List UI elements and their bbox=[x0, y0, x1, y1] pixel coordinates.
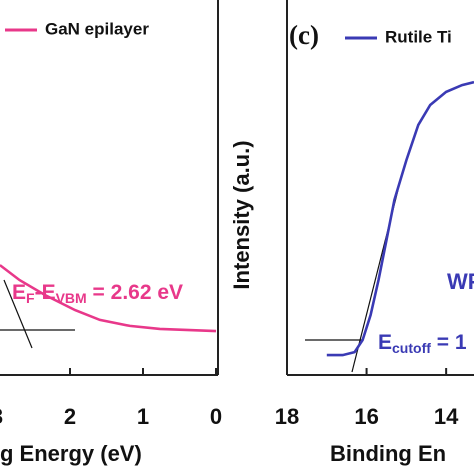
x-tick-label: 18 bbox=[275, 404, 299, 429]
x-tick-label: 3 bbox=[0, 404, 3, 429]
annotation-text: = 1 bbox=[431, 331, 467, 354]
annotation-subscript: cutoff bbox=[392, 340, 431, 356]
data-line bbox=[0, 264, 217, 333]
x-axis-label: Binding En bbox=[330, 441, 446, 466]
annotation: WF bbox=[447, 269, 474, 294]
annotation: EF-EVBM = 2.62 eV bbox=[12, 281, 183, 306]
annotation-subscript: VBM bbox=[56, 290, 87, 306]
x-tick-label: 2 bbox=[64, 404, 76, 429]
annotation: Ecutoff = 1 bbox=[378, 331, 467, 356]
x-tick-label: 16 bbox=[354, 404, 378, 429]
panel-label: (c) bbox=[289, 20, 319, 50]
annotation-text: -E bbox=[35, 281, 56, 304]
annotation-text: E bbox=[12, 281, 26, 304]
y-axis-label: Intensity (a.u.) bbox=[229, 140, 254, 289]
x-tick-label: 14 bbox=[434, 404, 459, 429]
data-line bbox=[326, 80, 474, 357]
legend-label: Rutile Ti bbox=[385, 27, 452, 46]
x-tick-label: 0 bbox=[210, 404, 222, 429]
legend-label: GaN epilayer bbox=[45, 19, 149, 38]
x-tick-label: 1 bbox=[137, 404, 149, 429]
annotation-subscript: F bbox=[26, 290, 35, 306]
annotation-text: = 2.62 eV bbox=[87, 281, 183, 304]
annotation-text: E bbox=[378, 331, 392, 354]
x-axis-label: g Energy (eV) bbox=[0, 441, 142, 466]
edge-tangent bbox=[3, 279, 33, 349]
